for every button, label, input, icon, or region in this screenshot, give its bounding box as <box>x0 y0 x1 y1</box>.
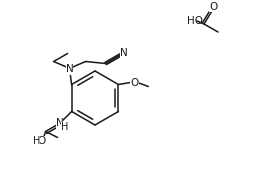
Text: H: H <box>61 121 68 131</box>
Text: HO: HO <box>187 16 203 26</box>
Text: H: H <box>33 136 40 147</box>
Text: N: N <box>66 65 74 75</box>
Text: O: O <box>209 2 217 12</box>
Text: N: N <box>121 48 128 58</box>
Text: N: N <box>56 119 63 129</box>
Text: O: O <box>38 135 46 145</box>
Text: O: O <box>130 78 139 88</box>
